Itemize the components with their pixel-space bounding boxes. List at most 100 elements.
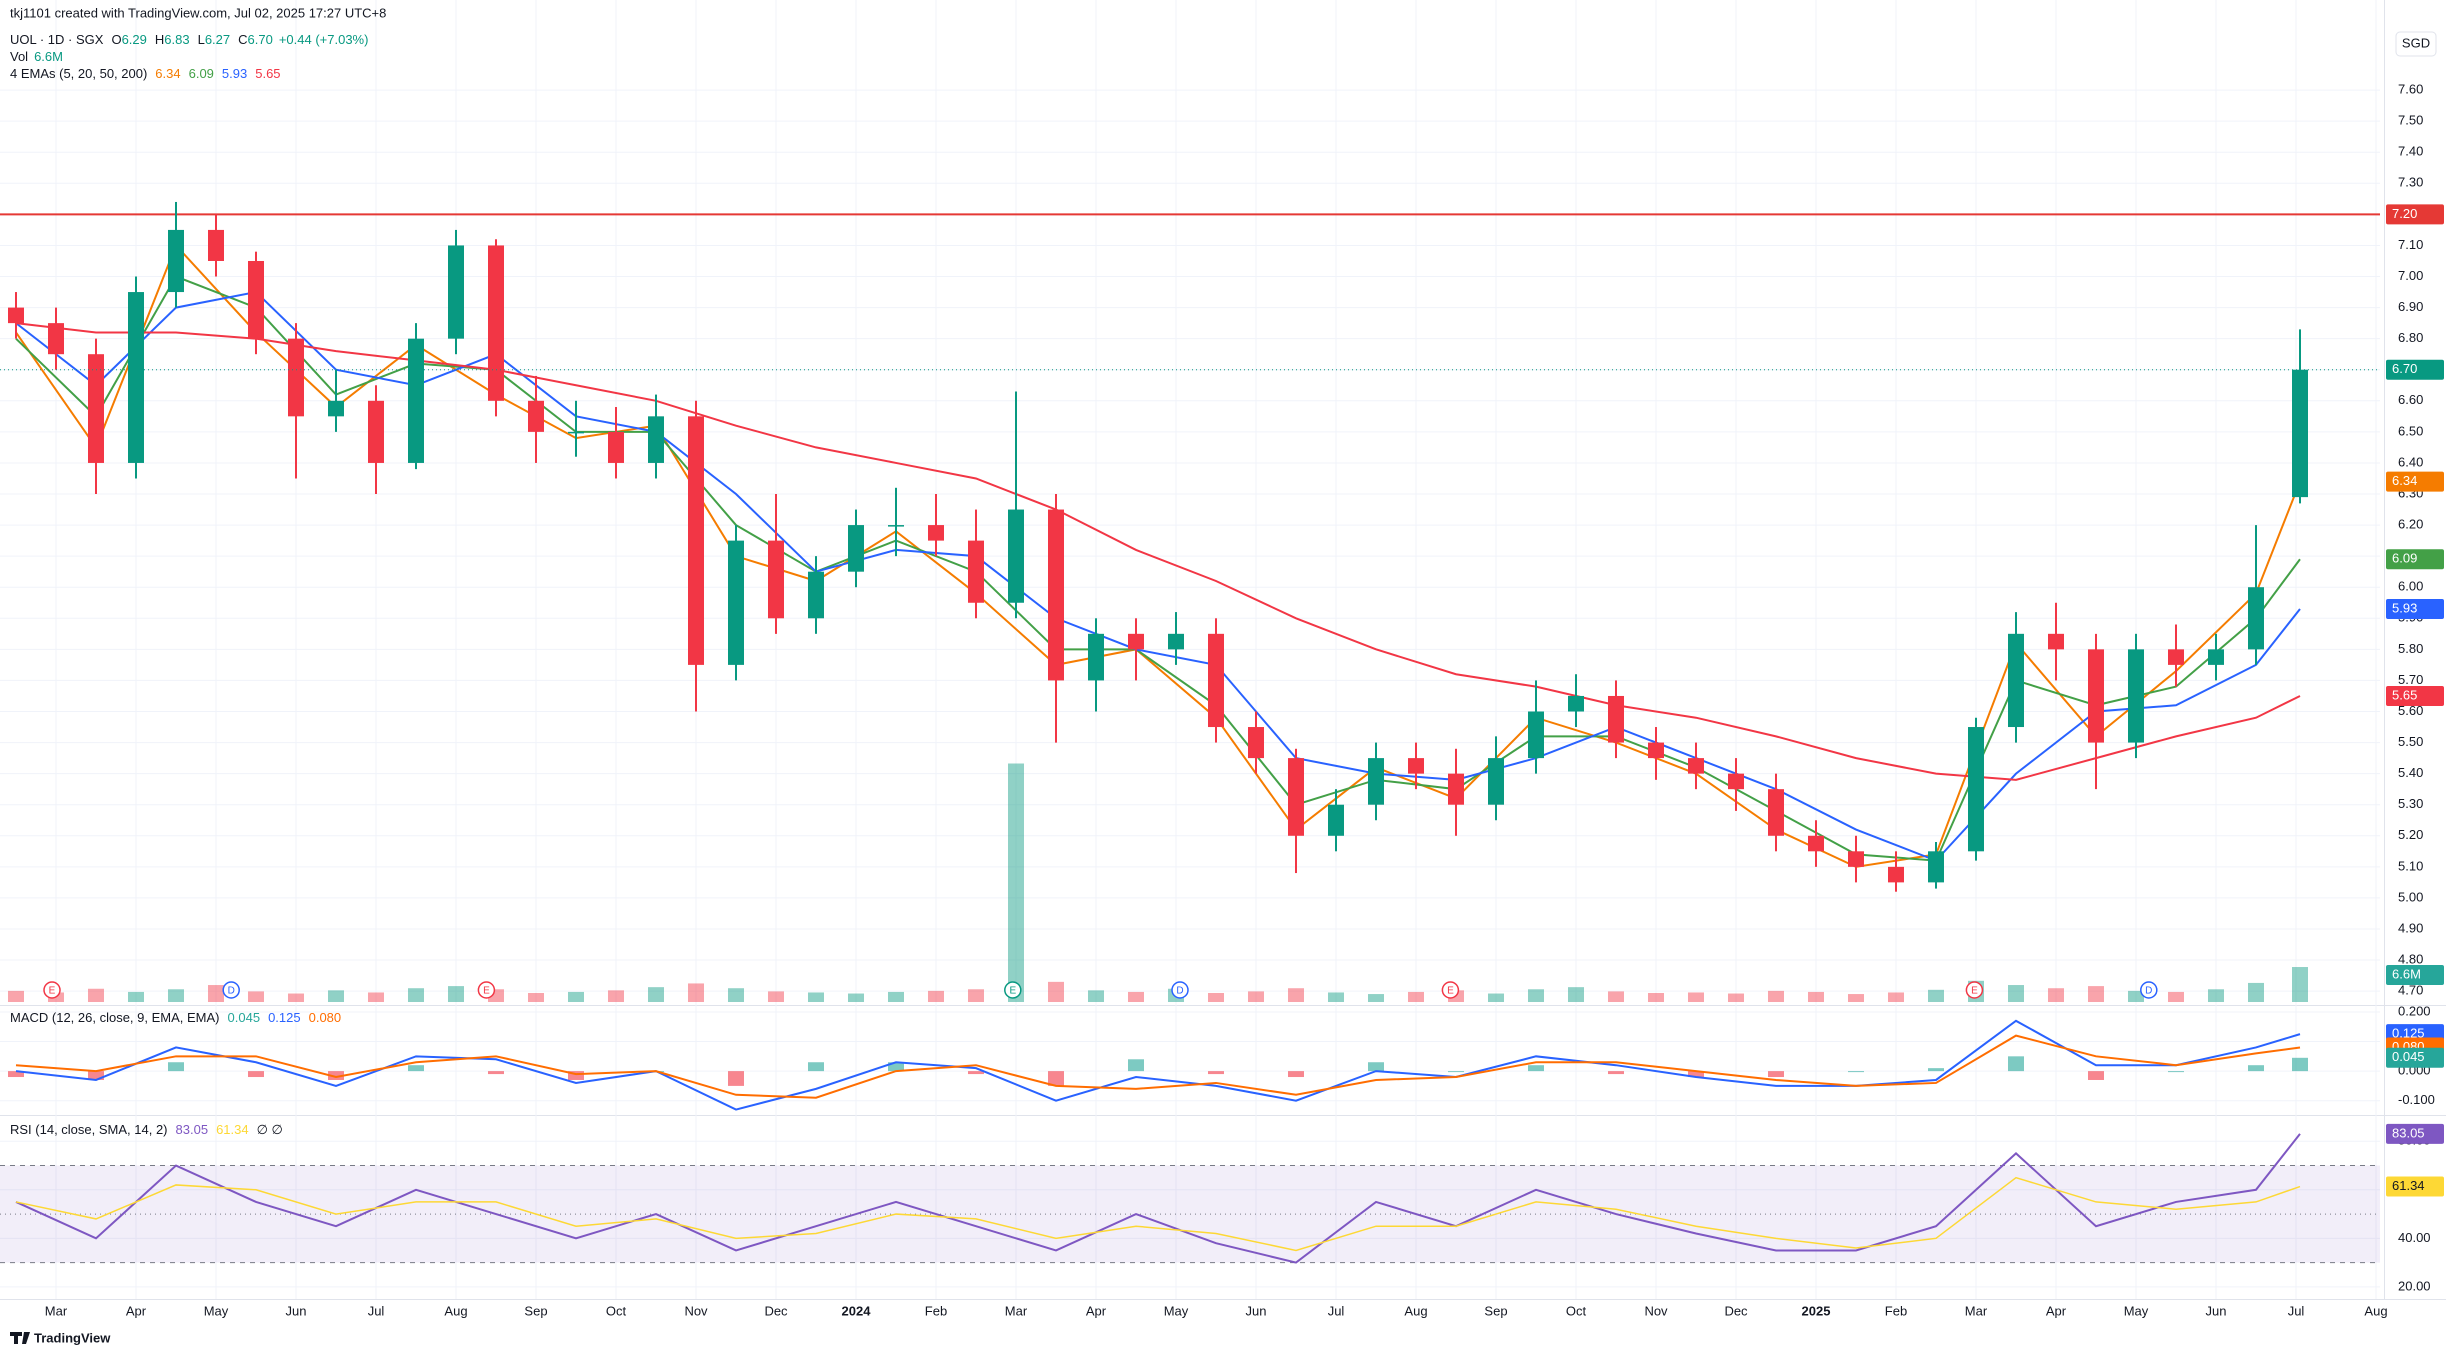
volume-bar xyxy=(1008,763,1024,1002)
candle-body xyxy=(208,229,224,261)
indicator-line xyxy=(15,322,2301,781)
legend-item: +0.44 (+7.03%) xyxy=(279,32,369,47)
volume-bar xyxy=(2008,985,2024,1002)
volume-bar xyxy=(1728,993,1744,1002)
candle-body xyxy=(568,431,584,434)
event-label: E xyxy=(1971,986,1978,997)
candle-body xyxy=(1928,851,1944,883)
x-tick-label: Jun xyxy=(2206,1303,2227,1318)
x-tick-label: Mar xyxy=(1965,1303,1988,1318)
candle-body xyxy=(1048,509,1064,681)
volume-bar xyxy=(1648,992,1664,1002)
volume-bar xyxy=(1928,989,1944,1002)
indicator-line xyxy=(15,1133,2301,1264)
candle-body xyxy=(48,323,64,355)
volume-bar xyxy=(2292,967,2308,1002)
legend: UOL · 1D · SGX O6.29 H6.83 L6.27 C6.70 +0.44 … xyxy=(10,32,368,47)
legend-item: Vol xyxy=(10,49,28,64)
y-tick-label: -0.100 xyxy=(2398,1092,2435,1107)
histogram-bar xyxy=(808,1062,824,1072)
histogram-bar xyxy=(328,1071,344,1080)
event-marker xyxy=(222,981,240,999)
histogram-bar xyxy=(2088,1071,2104,1080)
volume-bar xyxy=(88,988,104,1002)
candle-body xyxy=(8,307,24,324)
candle-body xyxy=(1728,773,1744,790)
legend-item: 0.125 xyxy=(268,1010,301,1025)
candle-body xyxy=(648,416,664,463)
candle-body xyxy=(928,525,944,541)
grid xyxy=(0,0,2380,1299)
price-tag-label: 6.70 xyxy=(2392,361,2417,376)
y-tick-label: 4.90 xyxy=(2398,920,2423,935)
volume-bar xyxy=(1888,992,1904,1002)
price-tag-label: 83.05 xyxy=(2392,1125,2425,1140)
candle-body xyxy=(768,540,784,619)
x-tick-label: Jul xyxy=(368,1303,385,1318)
histogram-bar xyxy=(408,1065,424,1072)
price-tag xyxy=(2386,1123,2444,1144)
x-tick-label: Dec xyxy=(1724,1303,1748,1318)
histogram-bar xyxy=(88,1071,104,1080)
volume-bar xyxy=(1208,992,1224,1002)
volume-bar xyxy=(768,991,784,1002)
x-tick-label: Aug xyxy=(2364,1303,2387,1318)
volume-bar xyxy=(1808,991,1824,1002)
price-tag-label: 0.125 xyxy=(2392,1026,2425,1041)
volume-bar xyxy=(648,987,664,1002)
volume-bar xyxy=(728,988,744,1002)
candle-body xyxy=(2008,633,2024,728)
volume-bar xyxy=(1248,991,1264,1002)
histogram-bar xyxy=(888,1062,904,1072)
candle-body xyxy=(248,260,264,339)
price-tag-label: 5.65 xyxy=(2392,687,2417,702)
currency-box[interactable] xyxy=(2395,31,2437,57)
candle-body xyxy=(1848,851,1864,867)
x-tick-label: 2024 xyxy=(842,1303,872,1318)
candle-body xyxy=(608,431,624,463)
volume-bar xyxy=(2088,986,2104,1002)
price-tag xyxy=(2386,204,2444,225)
histogram-bar xyxy=(968,1071,984,1075)
price-tag-label: 6.09 xyxy=(2392,551,2417,566)
volume-bar xyxy=(1088,990,1104,1002)
legend-item: 6.34 xyxy=(155,66,180,81)
event-label: D xyxy=(228,986,235,997)
candle-body xyxy=(808,571,824,619)
histogram-bar xyxy=(1448,1071,1464,1073)
candle-body xyxy=(1008,509,1024,603)
volume-bar xyxy=(928,990,944,1002)
y-tick-label: 0.200 xyxy=(2398,1003,2431,1018)
price-tag-label: 6.34 xyxy=(2392,473,2417,488)
legend-item: L xyxy=(198,32,205,47)
volume-bar xyxy=(408,988,424,1002)
volume-bar xyxy=(2128,990,2144,1002)
legend: RSI (14, close, SMA, 14, 2) 83.05 61.34 ∅ ∅ xyxy=(10,1122,283,1137)
x-tick-label: Apr xyxy=(2046,1303,2067,1318)
volume-bar xyxy=(1688,992,1704,1002)
brand: TradingView xyxy=(34,1330,111,1345)
candle-body xyxy=(1568,695,1584,712)
candle-body xyxy=(1448,773,1464,805)
volume-bar xyxy=(8,990,24,1002)
histogram-bar xyxy=(1048,1071,1064,1086)
histogram-bar xyxy=(728,1071,744,1086)
candle-body xyxy=(1128,633,1144,650)
volume-bar xyxy=(688,983,704,1002)
candle-body xyxy=(2208,649,2224,665)
event-marker xyxy=(1004,981,1022,999)
indicator-line xyxy=(15,243,2301,868)
candle-body xyxy=(1768,789,1784,836)
x-tick-label: Mar xyxy=(1005,1303,1028,1318)
indicator-line xyxy=(15,275,2301,862)
histogram-bar xyxy=(2248,1065,2264,1072)
histogram-bar xyxy=(2292,1057,2308,1072)
x-tick-label: May xyxy=(204,1303,229,1318)
legend-item: MACD (12, 26, close, 9, EMA, EMA) xyxy=(10,1010,220,1025)
event-label: D xyxy=(1176,986,1183,997)
candle-body xyxy=(1488,758,1504,805)
y-tick-label: 6.50 xyxy=(2398,423,2423,438)
indicator-line xyxy=(15,1019,2301,1111)
y-tick-label: 5.30 xyxy=(2398,796,2423,811)
event-marker xyxy=(1171,981,1189,999)
